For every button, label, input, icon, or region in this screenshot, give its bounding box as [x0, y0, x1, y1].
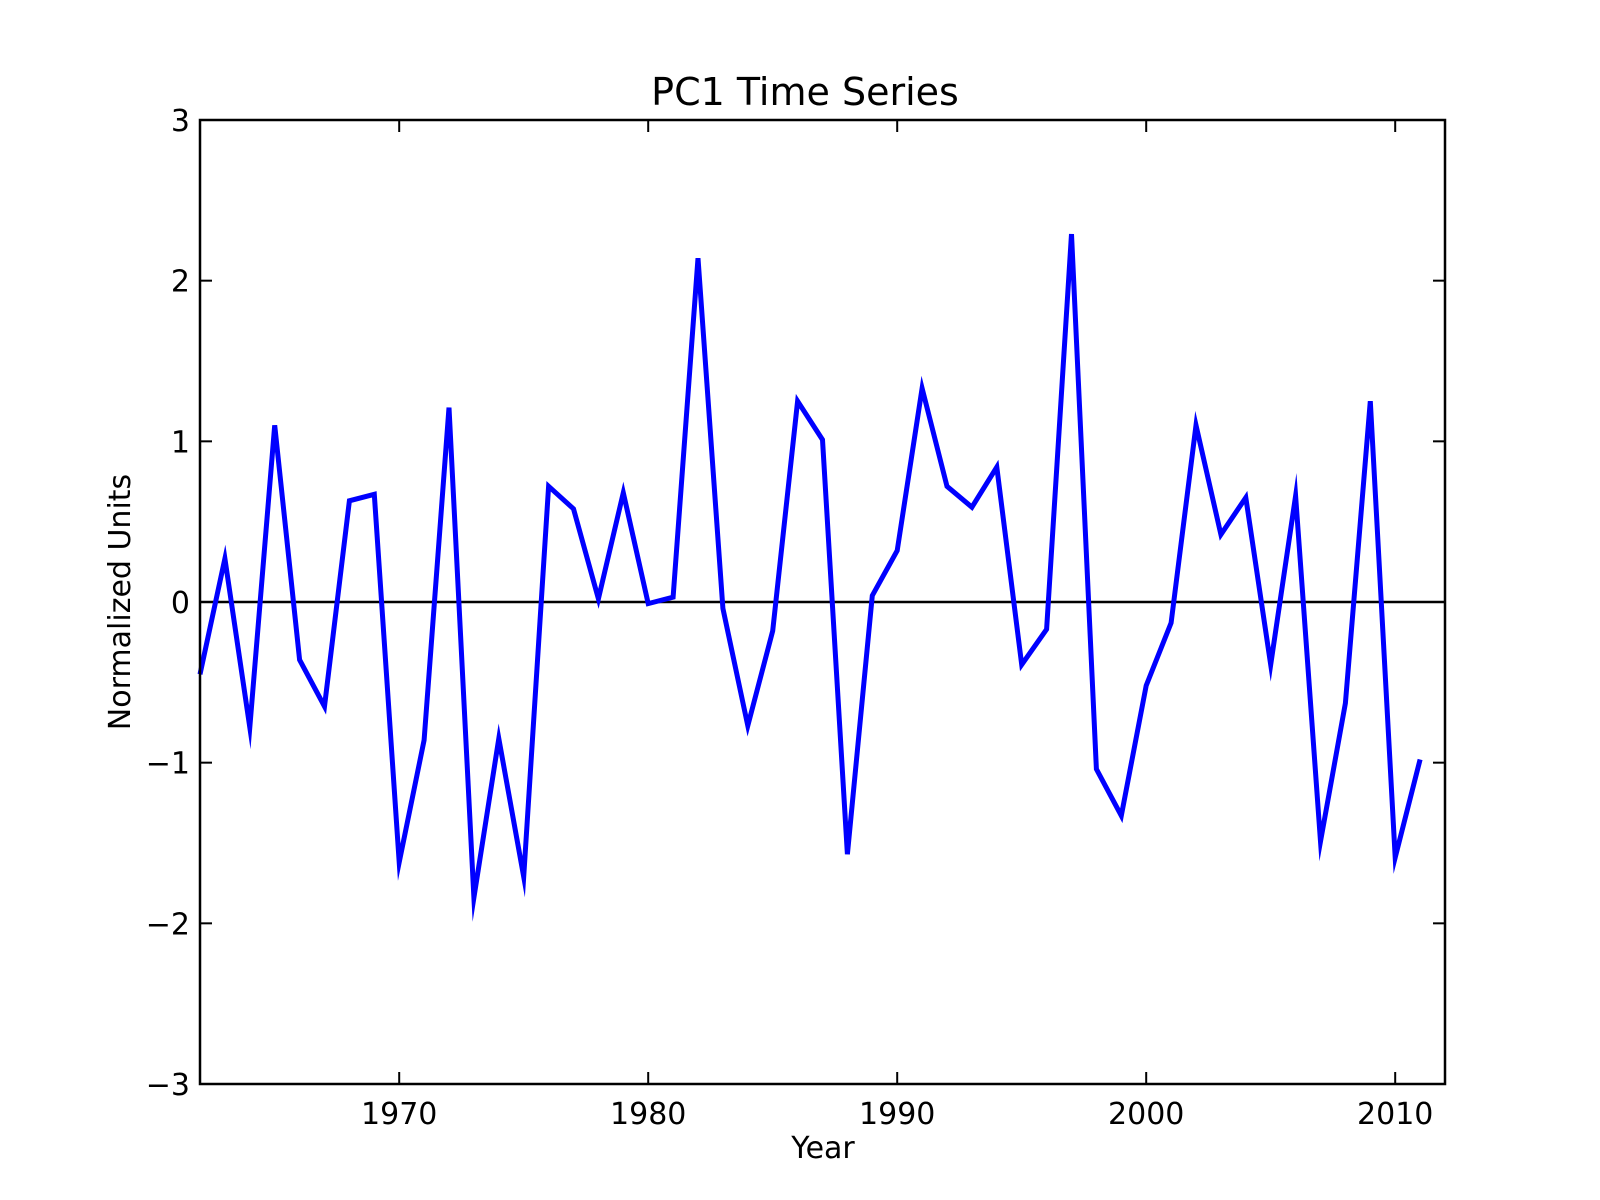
- series-line-0: [197, 233, 1423, 922]
- x-tick-label: 1990: [859, 1097, 935, 1132]
- y-tick-label: −1: [146, 747, 190, 782]
- y-axis-title: Normalized Units: [103, 474, 138, 730]
- y-tick-labels: 3 2 1 0 −1 −2 −3: [146, 104, 190, 1103]
- x-tick-label: 1980: [610, 1097, 686, 1132]
- chart-title: PC1 Time Series: [651, 70, 959, 114]
- x-tick-label: 1970: [361, 1097, 437, 1132]
- y-tick-label: 3: [171, 104, 190, 139]
- y-tick-label: 1: [171, 425, 190, 460]
- plot-area: [197, 118, 1447, 1086]
- y-tick-label: 0: [171, 586, 190, 621]
- y-tick-label: −2: [146, 907, 190, 942]
- x-tick-labels: 1970 1980 1990 2000 2010: [361, 1097, 1433, 1132]
- x-tick-label: 2010: [1357, 1097, 1433, 1132]
- y-tick-label: −3: [146, 1068, 190, 1103]
- y-tick-label: 2: [171, 265, 190, 300]
- x-tick-label: 2000: [1108, 1097, 1184, 1132]
- x-axis-title: Year: [790, 1131, 855, 1166]
